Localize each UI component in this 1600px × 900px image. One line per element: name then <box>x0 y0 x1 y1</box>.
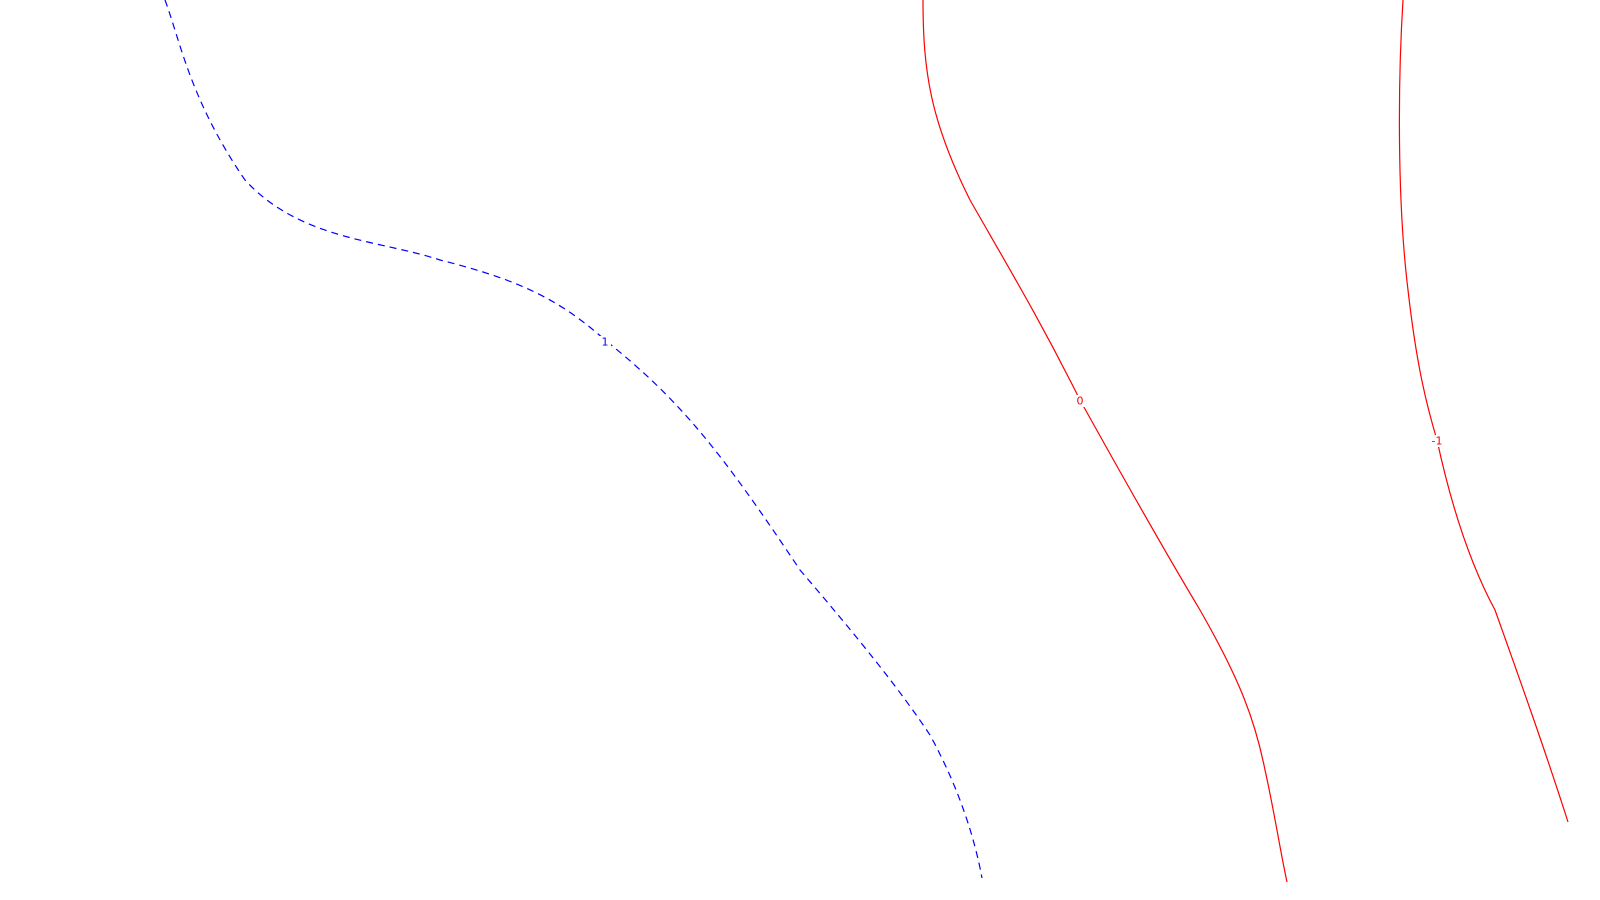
contour-lines-layer <box>164 0 1569 883</box>
contour-label-level-0: 0 <box>1077 395 1084 408</box>
contour-label-background <box>1428 435 1446 447</box>
contour-line-level-0 <box>922 0 1288 883</box>
contour-label-background <box>599 336 611 348</box>
contour-labels-layer: 1 0 -1 <box>599 336 1446 448</box>
contour-line-level--1 <box>1398 0 1569 823</box>
contour-label-level--1: -1 <box>1432 435 1443 448</box>
contour-label-level-1: 1 <box>602 336 609 349</box>
contour-label-background <box>1074 395 1086 407</box>
contour-line-level-1 <box>164 0 983 879</box>
